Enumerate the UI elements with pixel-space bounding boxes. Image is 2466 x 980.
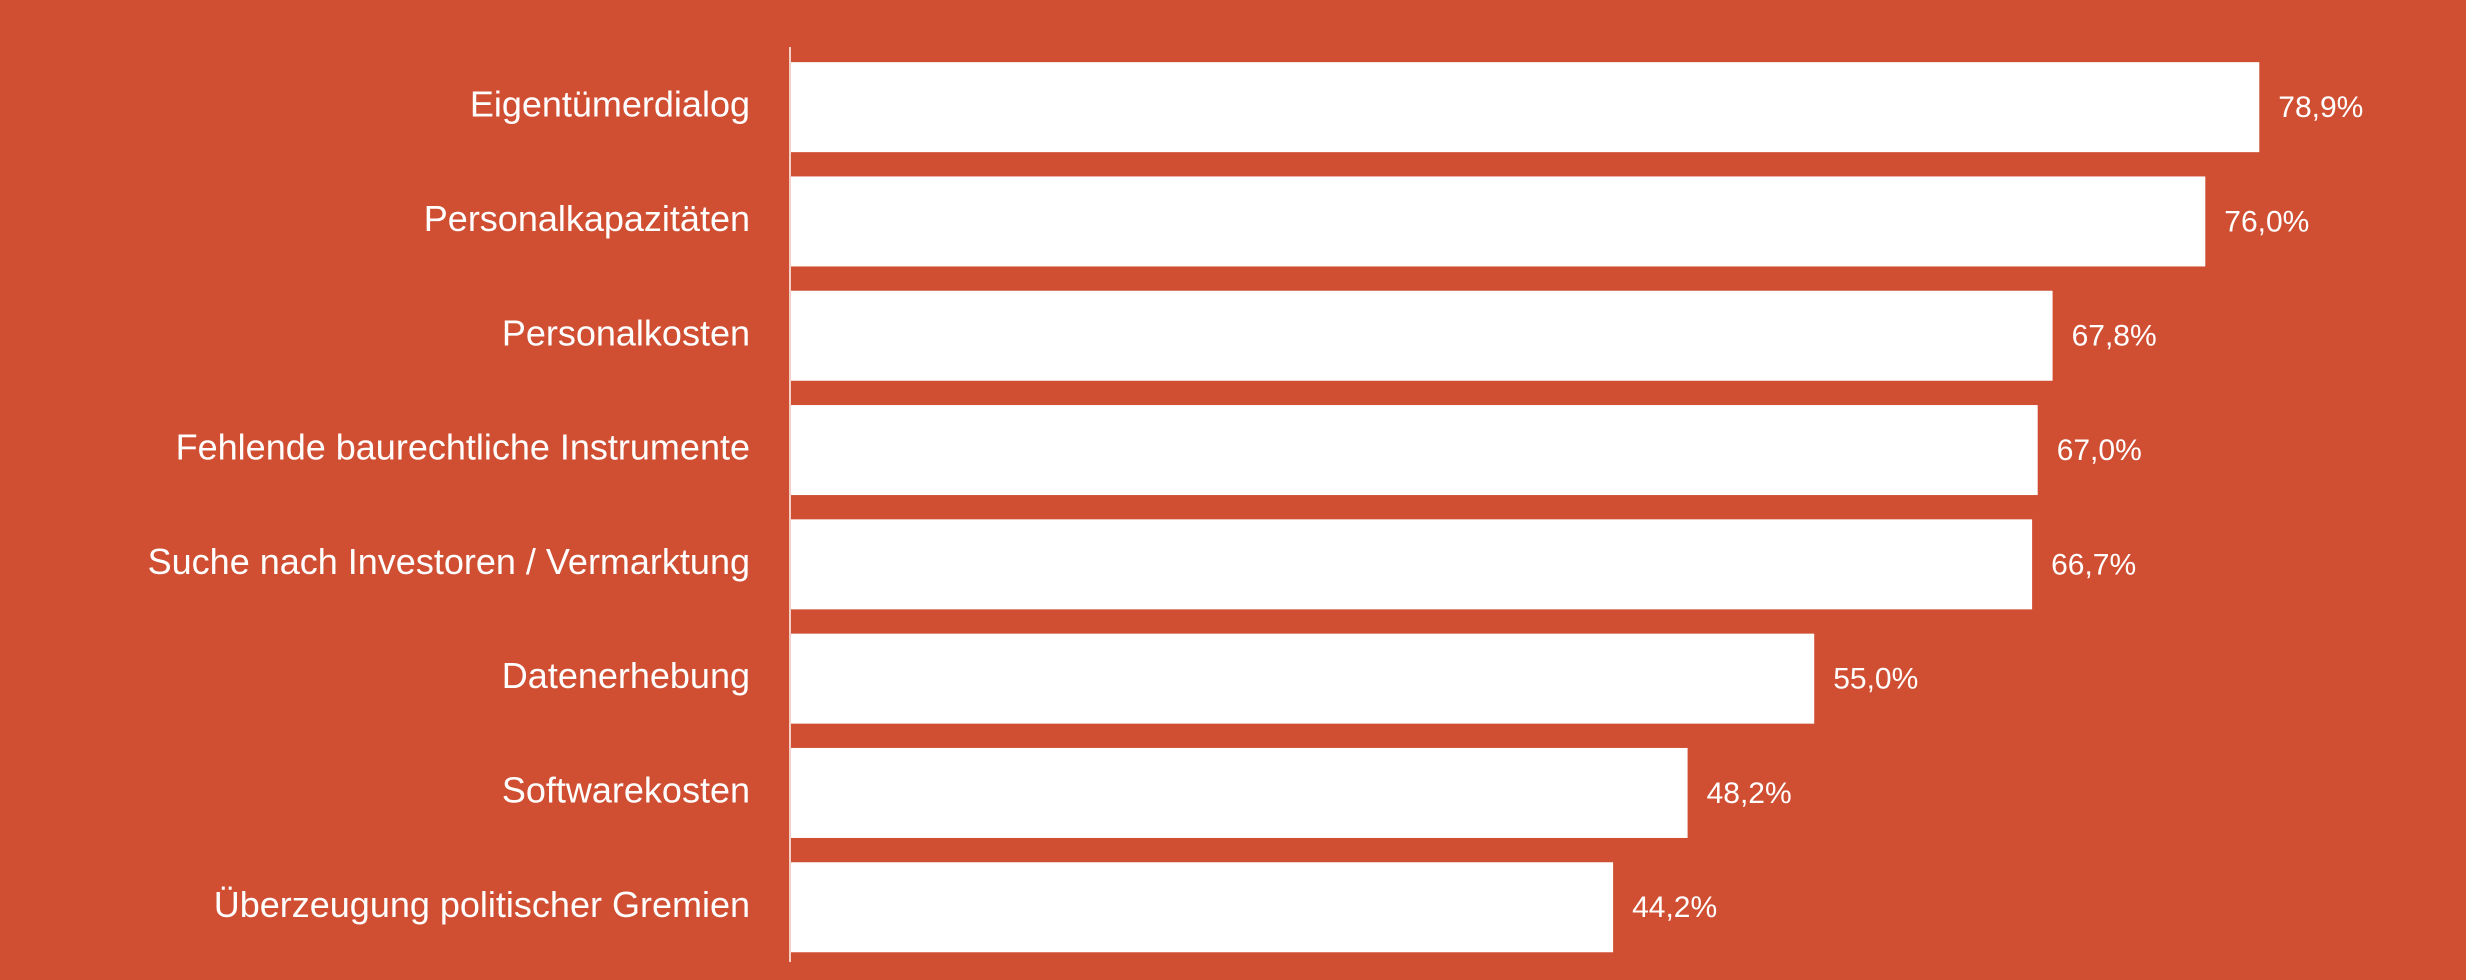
category-label: Softwarekosten	[502, 769, 750, 810]
bar	[790, 862, 1614, 953]
bar	[790, 176, 2206, 267]
category-label: Datenerhebung	[502, 655, 750, 696]
bar	[790, 290, 2053, 381]
bar	[790, 747, 1688, 838]
category-label: Personalkapazitäten	[424, 198, 750, 239]
value-label: 78,9%	[2278, 91, 2363, 124]
value-label: 67,8%	[2072, 320, 2157, 353]
bar	[790, 633, 1815, 724]
category-label: Personalkosten	[502, 312, 750, 353]
bar	[790, 405, 2038, 496]
value-label: 67,0%	[2057, 434, 2142, 467]
category-label: Eigentümerdialog	[470, 84, 750, 125]
category-label: Überzeugung politischer Gremien	[214, 884, 750, 925]
category-label: Fehlende baurechtliche Instrumente	[176, 427, 750, 468]
value-label: 76,0%	[2224, 205, 2309, 238]
bar	[790, 519, 2033, 610]
category-label: Suche nach Investoren / Vermarktung	[148, 541, 750, 582]
bar	[790, 62, 2260, 153]
value-label: 66,7%	[2051, 548, 2136, 581]
value-label: 44,2%	[1632, 891, 1717, 924]
value-label: 48,2%	[1707, 777, 1792, 810]
value-label: 55,0%	[1833, 663, 1918, 696]
